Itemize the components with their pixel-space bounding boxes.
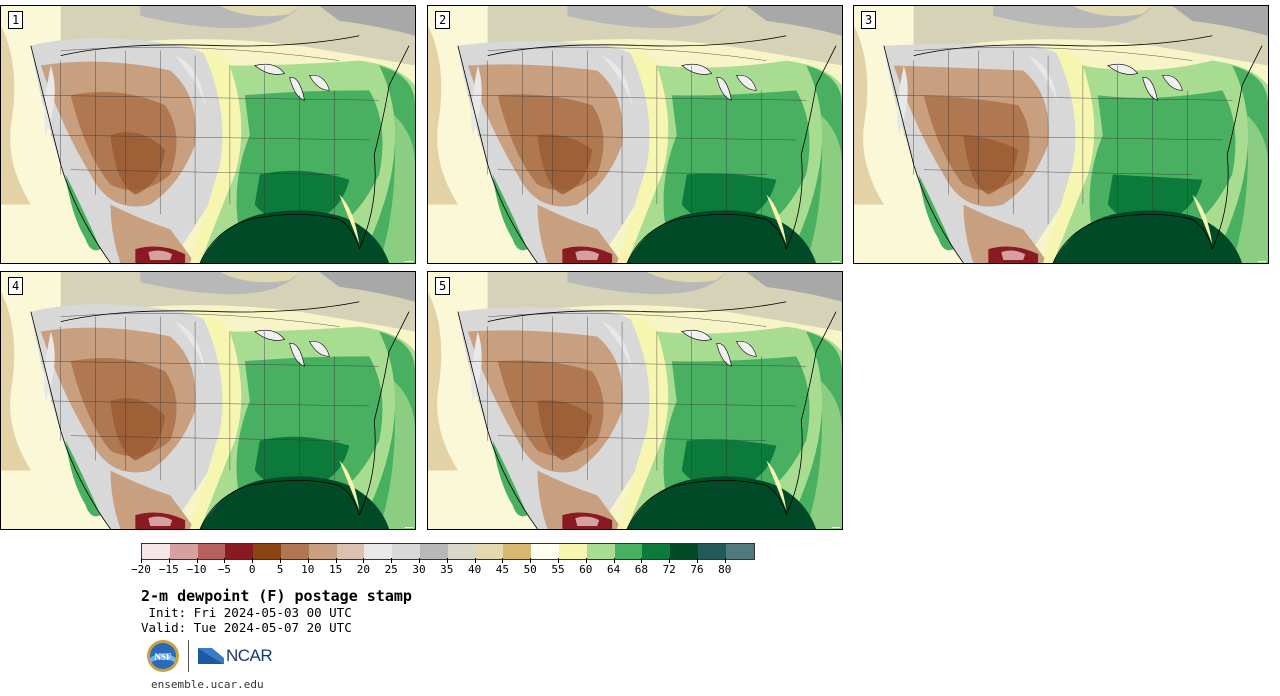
ncar-logo-icon: NCAR (198, 646, 273, 666)
panel-number: 5 (435, 277, 451, 295)
colorbar-tick (280, 558, 281, 563)
colorbar (141, 543, 755, 560)
init-time: Init: Fri 2024-05-03 00 UTC (141, 605, 352, 620)
colorbar-tick (641, 558, 643, 563)
colorbar-swatch (558, 544, 587, 559)
colorbar-tick (502, 558, 504, 563)
colorbar-swatch (419, 544, 448, 559)
colorbar-tick (669, 558, 671, 563)
colorbar-tick-label: 25 (384, 563, 398, 576)
member-panel-3: 3 (853, 5, 1269, 264)
colorbar-tick-label: 64 (606, 563, 621, 576)
colorbar-swatch (225, 544, 254, 559)
dewpoint-map (428, 272, 842, 529)
colorbar-tick-label: −15 (158, 563, 179, 576)
dewpoint-map (1, 272, 415, 529)
colorbar-tick (363, 558, 365, 563)
dewpoint-map (428, 6, 842, 263)
nsf-logo-icon: NSF (147, 640, 179, 672)
colorbar-tick-label: −10 (186, 563, 207, 576)
colorbar-swatch (642, 544, 671, 559)
colorbar-tick (335, 558, 337, 563)
colorbar-swatch (253, 544, 281, 559)
corner-mark (405, 261, 413, 262)
valid-time: Valid: Tue 2024-05-07 20 UTC (141, 620, 352, 635)
colorbar-tick-label: 55 (551, 563, 565, 576)
colorbar-swatch (336, 544, 365, 559)
colorbar-tick-label: 68 (634, 563, 649, 576)
colorbar-tick-label: 45 (495, 563, 510, 576)
colorbar-tick-label: 15 (328, 563, 343, 576)
logo-divider (188, 640, 189, 672)
colorbar-tick (474, 558, 476, 563)
panel-number: 4 (8, 277, 24, 295)
colorbar-swatch (531, 544, 559, 559)
ncar-logo-text: NCAR (226, 646, 273, 665)
colorbar-tick-label: −20 (131, 563, 151, 576)
colorbar-tick-label: 5 (276, 563, 284, 576)
colorbar-swatch (697, 544, 726, 559)
member-panel-5: 5 (427, 271, 843, 530)
colorbar-swatch (503, 544, 532, 559)
colorbar-tick-label: 20 (356, 563, 371, 576)
colorbar-swatch (364, 544, 393, 559)
colorbar-tick-label: 76 (690, 563, 704, 576)
colorbar-swatch (447, 544, 476, 559)
corner-mark (405, 527, 413, 528)
colorbar-swatch (280, 544, 309, 559)
colorbar-tick-label: 72 (662, 563, 676, 576)
website-url: ensemble.ucar.edu (151, 678, 264, 691)
colorbar-tick (391, 558, 393, 563)
colorbar-tick-label: −5 (217, 563, 232, 576)
colorbar-tick (724, 558, 726, 563)
colorbar-swatch (725, 544, 754, 559)
corner-mark (832, 527, 840, 528)
chart-title: 2-m dewpoint (F) postage stamp (141, 587, 412, 605)
colorbar-tick (224, 558, 226, 563)
colorbar-tick (307, 558, 309, 563)
colorbar-tick-label: 30 (412, 563, 426, 576)
colorbar-tick (585, 558, 587, 563)
colorbar-tick-label: 35 (440, 563, 454, 576)
colorbar-tick-label: 80 (718, 563, 732, 576)
colorbar-tick-label: 60 (579, 563, 593, 576)
colorbar-tick-label: 0 (248, 563, 256, 576)
colorbar-swatch (169, 544, 198, 559)
panel-number: 1 (8, 11, 24, 29)
colorbar-tick (613, 558, 615, 563)
colorbar-tick (196, 558, 198, 563)
colorbar-swatch (475, 544, 504, 559)
colorbar-tick (697, 558, 698, 563)
colorbar-swatch (197, 544, 226, 559)
colorbar-tick-label: 50 (523, 563, 537, 576)
colorbar-swatch (586, 544, 615, 559)
member-panel-2: 2 (427, 5, 843, 264)
panel-number: 3 (861, 11, 877, 29)
colorbar-tick-label: 10 (301, 563, 315, 576)
colorbar-tick (419, 558, 420, 563)
corner-mark (832, 261, 840, 262)
member-panel-1: 1 (0, 5, 416, 264)
logo-row: NSF NCAR (146, 638, 273, 674)
colorbar-swatch (392, 544, 420, 559)
svg-text:NSF: NSF (154, 652, 172, 662)
colorbar-tick (252, 558, 254, 563)
colorbar-swatch (308, 544, 337, 559)
member-panel-4: 4 (0, 271, 416, 530)
colorbar-swatch (614, 544, 643, 559)
dewpoint-map (854, 6, 1268, 263)
colorbar-tick (168, 558, 170, 563)
dewpoint-map (1, 6, 415, 263)
colorbar-tick (530, 558, 532, 563)
colorbar-swatch (142, 544, 170, 559)
corner-mark (1258, 261, 1266, 262)
panel-number: 2 (435, 11, 451, 29)
colorbar-tick (141, 558, 142, 563)
colorbar-ticks: −20 −15 −10 −5 0 5 10 15 20 25 30 35 40 45 50 55 60 64 68 7… (131, 558, 757, 578)
colorbar-tick-label: 40 (467, 563, 482, 576)
colorbar-tick (558, 558, 559, 563)
colorbar-tick (446, 558, 448, 563)
colorbar-swatch (670, 544, 698, 559)
